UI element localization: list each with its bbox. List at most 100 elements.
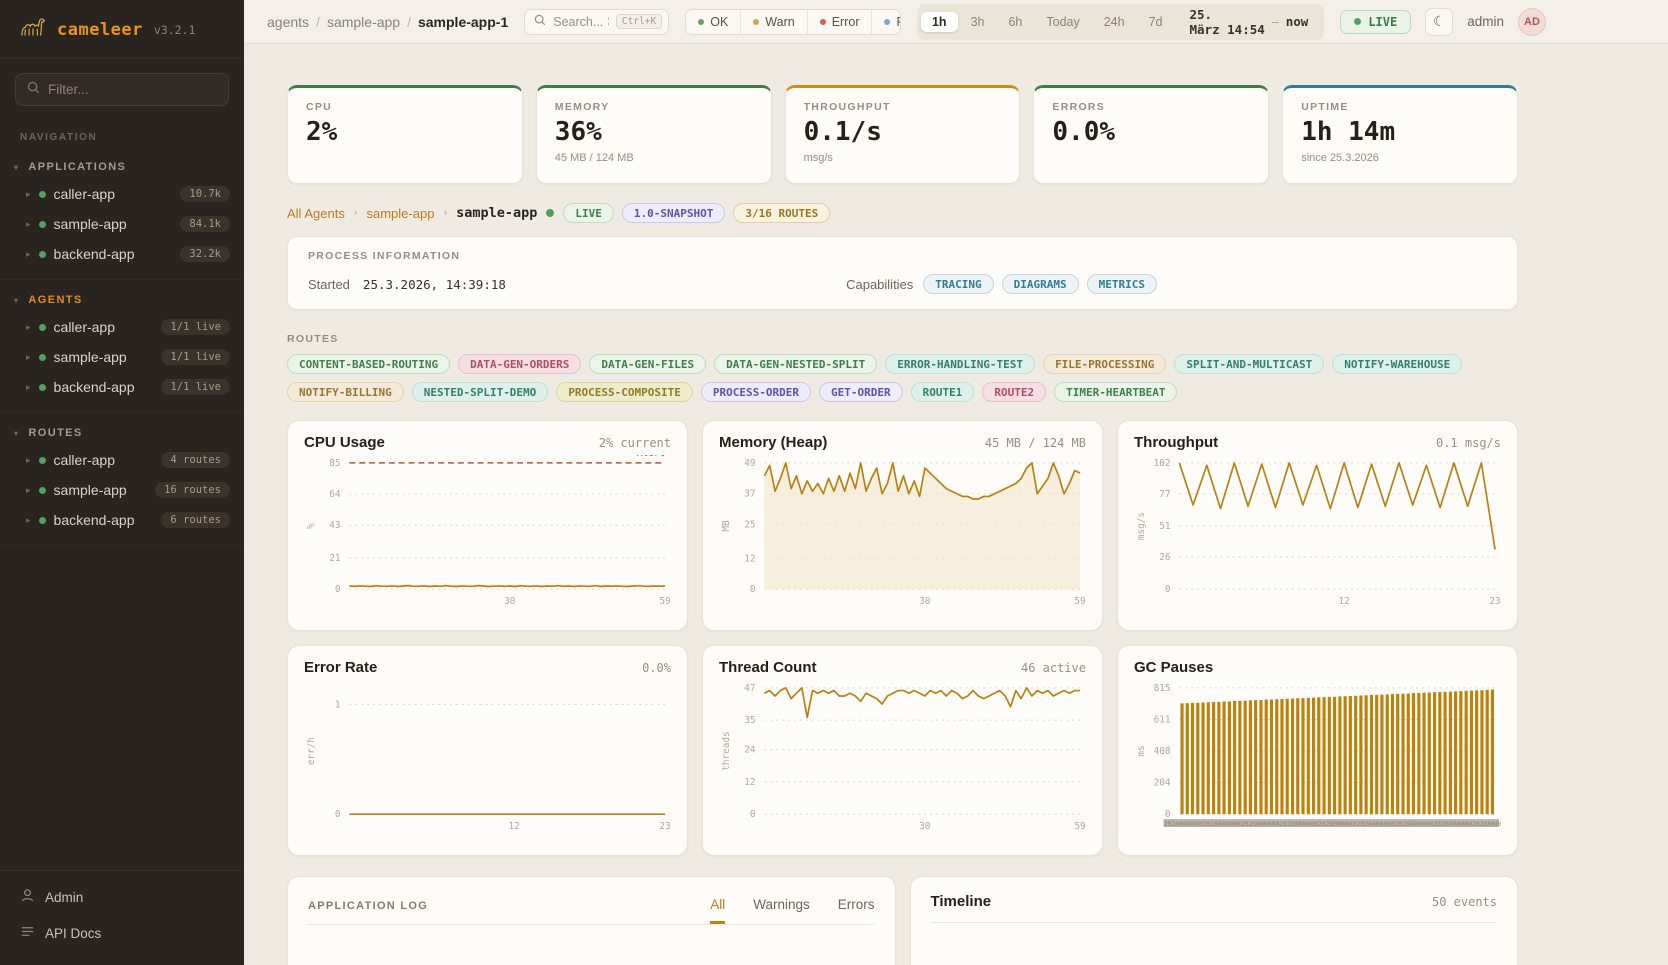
time-range-3h[interactable]: 3h xyxy=(970,14,985,29)
route-badge-data-gen-nested-split[interactable]: DATA-GEN-NESTED-SPLIT xyxy=(714,354,878,374)
link-all-agents[interactable]: All Agents xyxy=(287,205,345,221)
chevron-right-icon: ▸ xyxy=(26,248,31,259)
metric-card-uptime: UPTIME 1h 14m since 25.3.2026 xyxy=(1282,85,1518,184)
status-filter-ok[interactable]: OK xyxy=(686,10,740,34)
sidebar-item-caller-app[interactable]: ▸ caller-app 4 routes xyxy=(0,445,244,475)
chevron-right-icon: ▸ xyxy=(26,381,31,392)
svg-text:0: 0 xyxy=(1165,809,1171,820)
chart-title: GC Pauses xyxy=(1134,659,1214,676)
cpu-usage-chart: 85 64 43 21 0 Alert% 30 59 xyxy=(304,455,671,611)
sidebar-filter[interactable] xyxy=(15,73,229,106)
footer-item-api-docs[interactable]: API Docs xyxy=(0,915,244,951)
route-badge-content-based-routing[interactable]: CONTENT-BASED-ROUTING xyxy=(287,354,451,374)
log-tab-errors[interactable]: Errors xyxy=(837,897,875,912)
metric-card-throughput: THROUGHPUT 0.1/s msg/s xyxy=(784,85,1021,184)
error-rate-chart-card: Error Rate 0.0% 1 0 err/h 12 23 xyxy=(287,645,688,856)
application-log-card: APPLICATION LOG All Warnings Errors xyxy=(287,876,896,965)
metric-card-memory: MEMORY 36% 45 MB / 124 MB xyxy=(535,85,772,184)
status-filter-error[interactable]: Error xyxy=(806,9,872,34)
sidebar-item-sample-app[interactable]: ▸ sample-app 84.1k xyxy=(0,209,244,239)
timeline-card: Timeline 50 events xyxy=(909,876,1518,965)
time-range-6h[interactable]: 6h xyxy=(1008,14,1023,29)
search-icon xyxy=(27,81,40,99)
avatar[interactable]: AD xyxy=(1518,7,1546,36)
status-dot xyxy=(38,516,46,524)
status-filter-running[interactable]: Running xyxy=(871,9,900,34)
error-rate-chart: 1 0 err/h 12 23 xyxy=(304,680,671,836)
route-badge-error-handling-test[interactable]: ERROR-HANDLING-TEST xyxy=(885,354,1036,374)
chevron-right-icon: ▸ xyxy=(26,514,31,525)
memory-heap-chart-card: Memory (Heap) 45 MB / 124 MB 49 37 25 12 0 MB 3… xyxy=(702,420,1103,631)
route-badge-process-order[interactable]: PROCESS-ORDER xyxy=(700,382,811,402)
caret-down-icon: ▾ xyxy=(14,162,20,172)
breadcrumb-separator: / xyxy=(407,13,411,30)
sidebar-item-backend-app[interactable]: ▸ backend-app 32.2k xyxy=(0,239,244,269)
route-badge-data-gen-orders[interactable]: DATA-GEN-ORDERS xyxy=(458,354,582,374)
route-badge-get-order[interactable]: GET-ORDER xyxy=(819,382,903,402)
route-badge-nested-split-demo[interactable]: NESTED-SPLIT-DEMO xyxy=(411,382,549,402)
search-input[interactable] xyxy=(553,14,609,29)
sidebar-item-sample-app[interactable]: ▸ sample-app 16 routes xyxy=(0,475,244,505)
sidebar-filter-input[interactable] xyxy=(48,82,217,97)
throughput-chart: 102 77 51 26 0 msg/s 12 23 xyxy=(1134,455,1501,611)
sidebar-item-caller-app[interactable]: ▸ caller-app 10.7k xyxy=(0,179,244,209)
sidebar-item-backend-app[interactable]: ▸ backend-app 6 routes xyxy=(0,505,244,535)
range-separator: – xyxy=(1271,14,1279,29)
agent-badge-3-16-routes: 3/16 ROUTES xyxy=(733,203,831,223)
status-filter-group: OK Warn Error Running xyxy=(685,8,901,35)
live-toggle[interactable]: LIVE xyxy=(1340,9,1412,34)
sidebar-section-header-applications[interactable]: ▾ APPLICATIONS xyxy=(14,161,127,173)
capabilities-group: Capabilities TRACING DIAGRAMS METRICS xyxy=(846,274,1157,294)
time-range-7d[interactable]: 7d xyxy=(1148,14,1163,29)
global-search[interactable]: Ctrl+K xyxy=(524,8,670,35)
main-area: agents / sample-app / sample-app-1 Ctrl+K OK… xyxy=(244,0,1668,965)
time-range-24h[interactable]: 24h xyxy=(1103,14,1125,29)
route-badge-split-and-multicast[interactable]: SPLIT-AND-MULTICAST xyxy=(1174,354,1325,374)
sidebar-item-caller-app[interactable]: ▸ caller-app 1/1 live xyxy=(0,312,244,342)
capability-badges: TRACING DIAGRAMS METRICS xyxy=(923,274,1157,294)
svg-text:37: 37 xyxy=(744,489,755,500)
theme-toggle-button[interactable]: ☾ xyxy=(1425,7,1454,36)
svg-text:12: 12 xyxy=(508,821,519,832)
route-badge-data-gen-files[interactable]: DATA-GEN-FILES xyxy=(589,354,707,374)
route-badges: CONTENT-BASED-ROUTING DATA-GEN-ORDERS DATA… xyxy=(287,354,1518,402)
route-badge-route1[interactable]: ROUTE1 xyxy=(910,382,975,402)
sidebar-item-sample-app[interactable]: ▸ sample-app 1/1 live xyxy=(0,342,244,372)
chart-current-value: 2% current xyxy=(598,436,671,450)
log-tab-all[interactable]: All xyxy=(710,897,726,924)
header-right-cluster: LIVE ☾ admin AD xyxy=(1340,7,1546,36)
sidebar-section-header-agents[interactable]: ▾ AGENTS xyxy=(14,294,83,306)
chart-current-value: 46 active xyxy=(1020,661,1086,675)
svg-text:202600000020260000002026000000: 2026000000202600000020260000002026000000… xyxy=(1164,820,1501,828)
sidebar-item-backend-app[interactable]: ▸ backend-app 1/1 live xyxy=(0,372,244,402)
status-dot xyxy=(38,220,46,228)
capabilities-label: Capabilities xyxy=(846,276,914,292)
footer-item-admin[interactable]: Admin xyxy=(0,879,244,915)
svg-text:59: 59 xyxy=(1074,596,1085,607)
route-badge-file-processing[interactable]: FILE-PROCESSING xyxy=(1043,354,1167,374)
gc-pauses-chart: 815 611 408 204 0 ms 2026000000202600000020260… xyxy=(1134,680,1501,836)
route-badge-route2[interactable]: ROUTE2 xyxy=(982,382,1047,402)
app-name: cameleer xyxy=(57,19,143,40)
time-range-today[interactable]: Today xyxy=(1046,14,1080,29)
status-filter-warn[interactable]: Warn xyxy=(740,9,806,34)
link-sample-app[interactable]: sample-app xyxy=(366,205,435,221)
route-badge-notify-warehouse[interactable]: NOTIFY-WAREHOUSE xyxy=(1332,354,1463,374)
breadcrumb-link-sample-app[interactable]: sample-app xyxy=(326,13,401,30)
svg-text:0: 0 xyxy=(1165,584,1171,595)
time-range-1h[interactable]: 1h xyxy=(920,11,958,32)
route-badge-process-composite[interactable]: PROCESS-COMPOSITE xyxy=(556,382,693,402)
moon-icon: ☾ xyxy=(1432,13,1446,29)
date-label: 25. März 14:54 xyxy=(1189,6,1265,37)
breadcrumb-current: sample-app-1 xyxy=(417,13,509,30)
sidebar-section-header-routes[interactable]: ▾ ROUTES xyxy=(14,427,83,439)
chart-title: Throughput xyxy=(1134,434,1219,451)
svg-text:12: 12 xyxy=(1338,596,1349,607)
log-tab-warnings[interactable]: Warnings xyxy=(753,897,810,912)
chart-title: Thread Count xyxy=(719,659,817,676)
time-range-label[interactable]: 25. März 14:54 – now xyxy=(1176,7,1321,37)
breadcrumb-link-agents[interactable]: agents xyxy=(267,13,310,30)
route-badge-notify-billing[interactable]: NOTIFY-BILLING xyxy=(287,382,404,402)
count-badge: 10.7k xyxy=(180,186,230,202)
route-badge-timer-heartbeat[interactable]: TIMER-HEARTBEAT xyxy=(1054,382,1178,402)
